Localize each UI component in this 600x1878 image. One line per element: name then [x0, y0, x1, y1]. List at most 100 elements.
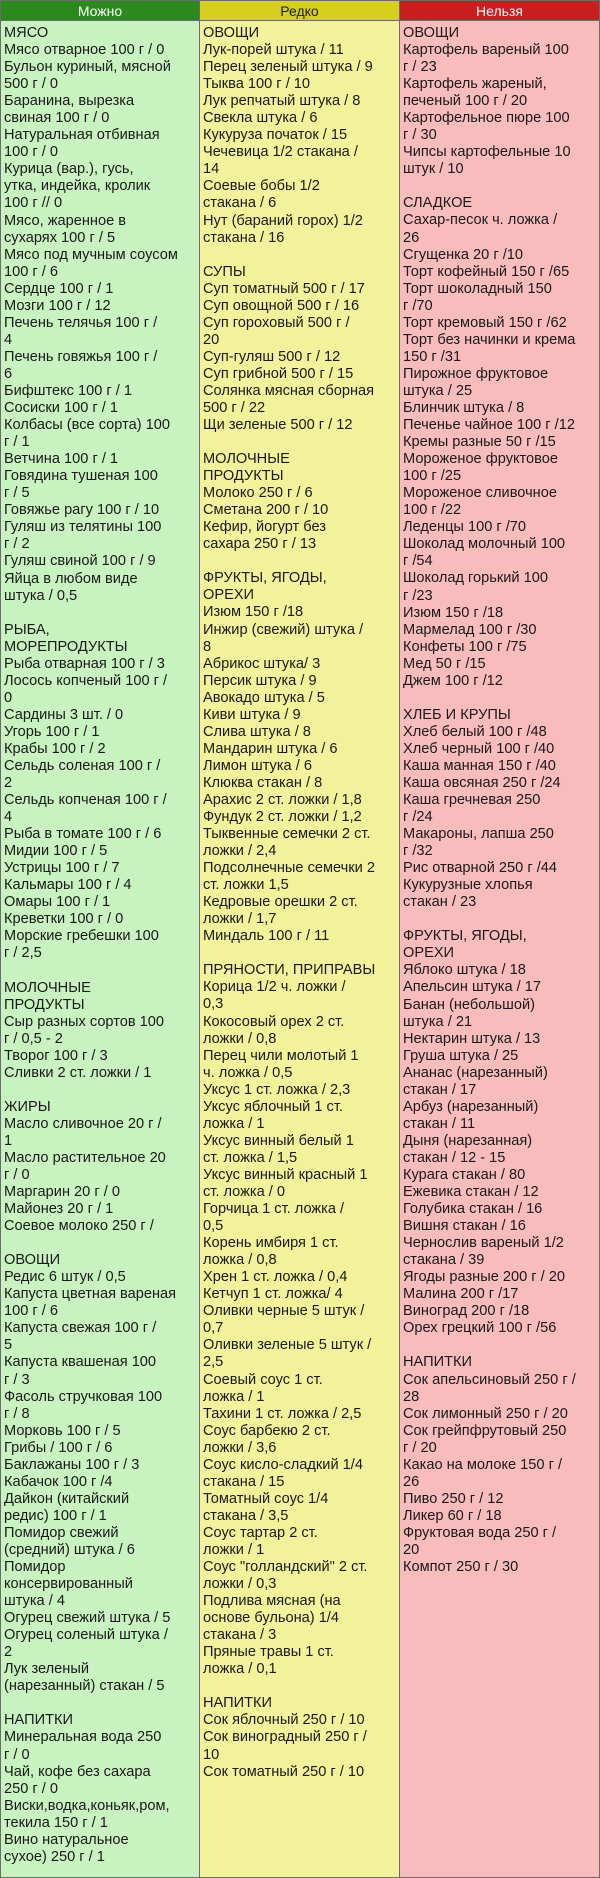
list-item: Говяжье рагу 100 г / 10 — [4, 502, 160, 519]
list-item: стакан / 12 - 15 — [403, 1149, 506, 1166]
list-item: 8 — [203, 638, 212, 655]
list-item: Сок грейпфрутовый 250 — [403, 1422, 567, 1439]
list-item: НАПИТКИ — [403, 1354, 472, 1371]
list-item: НАПИТКИ — [203, 1695, 272, 1712]
list-item: Миндаль 100 г / 11 — [203, 928, 330, 945]
list-item: Слива штука / 8 — [203, 723, 311, 740]
list-item: ОВОЩИ — [203, 25, 260, 41]
list-item: Капуста цветная вареная — [4, 1286, 177, 1303]
list-item: Нут (бараний горох) 1/2 — [203, 212, 363, 229]
list-item: Оливки черные 5 штук / — [203, 1303, 365, 1320]
list-item: Каша овсяная 250 г /24 — [403, 774, 561, 791]
list-item: Картофельное пюре 100 — [403, 110, 570, 127]
list-item: штука / 0,5 — [4, 587, 78, 604]
list-item: Леденцы 100 г /70 — [403, 519, 527, 536]
list-item: Мандарин штука / 6 — [203, 740, 338, 757]
list-item: МОРЕПРОДУКТЫ — [4, 638, 128, 655]
list-item: Крабы 100 г / 2 — [4, 740, 106, 757]
list-item: Лук-порей штука / 11 — [203, 42, 344, 59]
list-item: редис) 100 г / 1 — [4, 1507, 107, 1524]
list-item: Суп овощной 500 г / 16 — [203, 297, 360, 314]
list-item: г / 0 — [4, 1167, 30, 1183]
list-item: Торт без начинки и крема — [403, 331, 576, 348]
spacer — [4, 1235, 196, 1252]
spacer — [203, 247, 396, 264]
list-item: 26 — [403, 1473, 420, 1490]
list-item: ОРЕХИ — [403, 945, 455, 962]
spacer — [203, 945, 396, 962]
list-item: Маргарин 20 г / 0 — [4, 1184, 120, 1201]
list-item: Оливки зеленые 5 штук / — [203, 1337, 372, 1354]
list-item: Свекла штука / 6 — [203, 110, 318, 127]
list-item: Картофель вареный 100 — [403, 42, 569, 59]
list-item: Фундук 2 ст. ложки / 1,2 — [203, 809, 362, 826]
list-item: 250 г / 0 — [4, 1780, 59, 1797]
list-item: Тыквенные семечки 2 ст. — [203, 826, 371, 843]
list-item: Торт шоколадный 150 — [403, 280, 552, 297]
list-item: г / 8 — [4, 1405, 30, 1422]
list-item: Креветки 100 г / 0 — [4, 911, 124, 928]
list-item: Малина 200 г /17 — [403, 1286, 519, 1303]
list-item: 100 г / 0 — [4, 144, 59, 161]
list-item: сухарях 100 г / 5 — [4, 229, 116, 246]
list-item: Грибы / 100 г / 6 — [4, 1439, 113, 1456]
list-item: Рис отварной 250 г /44 — [403, 860, 557, 877]
list-item: г / 1 — [4, 434, 30, 451]
list-item: штука / 4 — [4, 1593, 65, 1610]
list-item: г /32 — [403, 843, 433, 860]
list-item: Соус кисло-сладкий 1/4 — [203, 1456, 363, 1473]
list-item: Морковь 100 г / 5 — [4, 1422, 121, 1439]
list-item: Сок виноградный 250 г / — [203, 1729, 367, 1746]
list-item: Арахис 2 ст. ложки / 1,8 — [203, 791, 362, 808]
list-item: ОРЕХИ — [203, 587, 255, 604]
list-item: ложка / 1 — [203, 1388, 265, 1405]
list-item: Гуляш из телятины 100 — [4, 519, 162, 536]
list-item: основе бульона) 1/4 — [203, 1610, 339, 1627]
list-item: консервированный — [4, 1576, 133, 1593]
list-item: РЫБА, — [4, 621, 50, 638]
list-item: утка, индейка, кролик — [4, 178, 151, 195]
list-item: Мясо под мучным соусом — [4, 246, 178, 263]
header-allowed: Можно — [1, 1, 200, 21]
list-item: Перец чили молотый 1 — [203, 1047, 359, 1064]
list-item: Печень телячья 100 г / — [4, 314, 158, 331]
list-item: Редис 6 штук / 0,5 — [4, 1269, 126, 1286]
list-item: Тахини 1 ст. ложка / 2,5 — [203, 1405, 362, 1422]
list-item: ОВОЩИ — [403, 25, 460, 41]
list-item: Пирожное фруктовое — [403, 365, 549, 382]
list-item: Компот 250 г / 30 — [403, 1559, 519, 1576]
list-item: Вино натуральное — [4, 1831, 129, 1848]
list-item: Нектарин штука / 13 — [403, 1030, 541, 1047]
list-item: Сок яблочный 250 г / 10 — [203, 1712, 365, 1729]
list-item: Лимон штука / 6 — [203, 757, 312, 774]
spacer — [203, 434, 396, 451]
list-item: штука / 21 — [403, 1013, 473, 1030]
list-item: стакана / 3,5 — [203, 1507, 289, 1524]
list-item: Груша штука / 25 — [403, 1047, 519, 1064]
list-item: Мозги 100 г / 12 — [4, 297, 111, 314]
list-item: г / 30 — [403, 127, 437, 144]
list-item: Сердце 100 г / 1 — [4, 280, 114, 297]
list-item: Уксус винный белый 1 — [203, 1132, 354, 1149]
list-item: Капуста свежая 100 г / — [4, 1320, 157, 1337]
list-item: Изюм 150 г /18 — [403, 604, 504, 621]
list-item: ложка / 0,8 — [203, 1252, 277, 1269]
list-item: Масло растительное 20 — [4, 1149, 166, 1166]
list-item: Мидии 100 г / 5 — [4, 843, 108, 860]
list-item: Суп томатный 500 г / 17 — [203, 280, 365, 297]
list-item: Ананас (нарезанный) — [403, 1064, 548, 1081]
list-item: 2 — [4, 1644, 13, 1661]
list-item: Шоколад горький 100 — [403, 570, 548, 587]
list-item: Сливки 2 ст. ложки / 1 — [4, 1064, 152, 1081]
list-item: МОЛОЧНЫЕ — [4, 979, 91, 996]
list-item: стакана / 3 — [203, 1627, 277, 1644]
list-item: Баклажаны 100 г / 3 — [4, 1456, 140, 1473]
list-item: Сок лимонный 250 г / 20 — [403, 1405, 568, 1422]
list-item: СУПЫ — [203, 263, 246, 280]
list-item: Соевое молоко 250 г / — [4, 1218, 154, 1235]
list-item: Макароны, лапша 250 — [403, 826, 554, 843]
list-item: 10 — [203, 1746, 220, 1763]
list-item: Сок апельсиновый 250 г / — [403, 1371, 576, 1388]
list-item: Сельдь соленая 100 г / — [4, 757, 161, 774]
